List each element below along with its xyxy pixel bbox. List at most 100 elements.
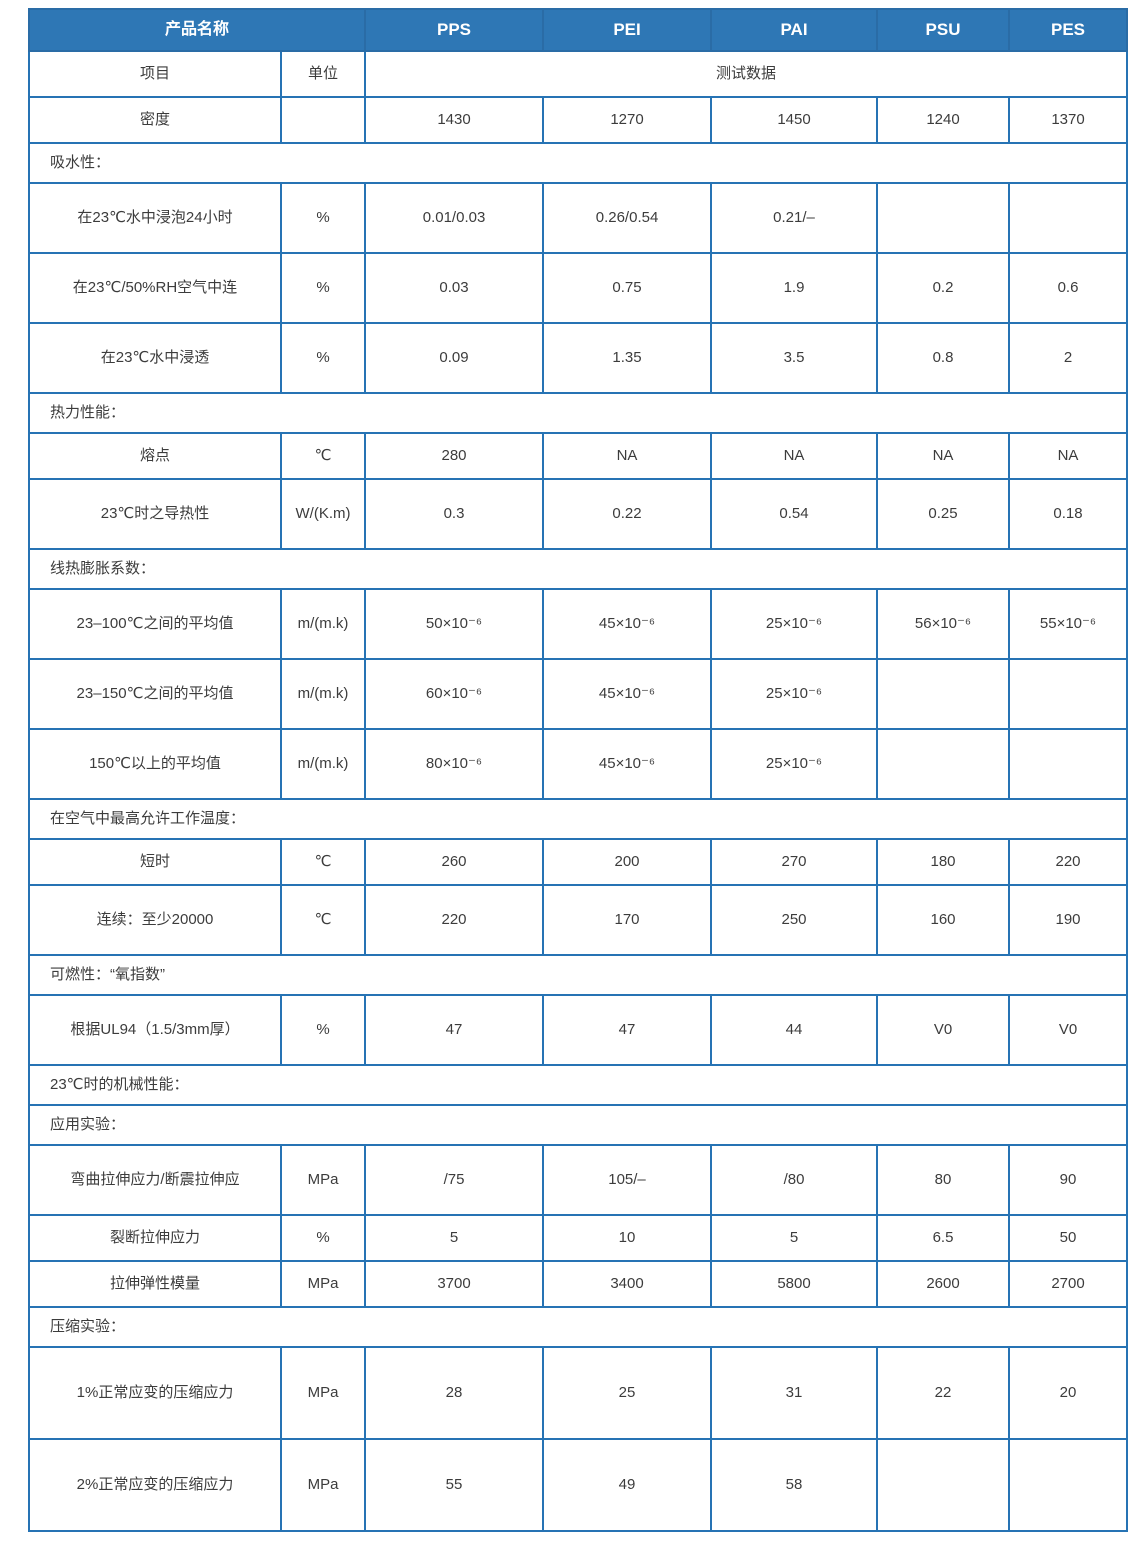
table-row: 23–100℃之间的平均值 m/(m.k) 50×10⁻⁶ 45×10⁻⁶ 25…	[28, 588, 1129, 660]
row-label: 裂断拉伸应力	[28, 1214, 282, 1262]
section-label-application-test: 应用实验：	[27, 1104, 1129, 1146]
cell-pei: 3400	[542, 1260, 713, 1308]
cell-pps: 260	[364, 838, 545, 886]
cell-pes: 2	[1008, 322, 1129, 394]
cell-pps: 1430	[364, 96, 545, 144]
cell-pps: 47	[364, 994, 545, 1066]
subheader-item: 项目	[28, 50, 282, 98]
table-row: 在23℃水中浸透 % 0.09 1.35 3.5 0.8 2	[28, 322, 1129, 394]
row-unit: %	[279, 1214, 367, 1262]
row-label: 根据UL94（1.5/3mm厚）	[28, 994, 282, 1066]
cell-pes	[1008, 658, 1129, 730]
cell-pai: NA	[710, 432, 879, 480]
section-header-row: 应用实验：	[27, 1104, 1129, 1146]
section-header-row: 可燃性：“氧指数”	[27, 954, 1129, 996]
cell-pps: 0.09	[364, 322, 545, 394]
cell-pes: 55×10⁻⁶	[1008, 588, 1129, 660]
cell-pai: 250	[710, 884, 879, 956]
cell-pes: 190	[1008, 884, 1129, 956]
cell-pei: 0.75	[542, 252, 713, 324]
row-unit: ℃	[279, 838, 367, 886]
cell-pai: 5	[710, 1214, 879, 1262]
cell-pes: 1370	[1008, 96, 1129, 144]
table-row: 拉伸弹性模量 MPa 3700 3400 5800 2600 2700	[28, 1260, 1129, 1308]
row-unit: %	[279, 182, 367, 254]
row-label: 23–100℃之间的平均值	[28, 588, 282, 660]
cell-pps: /75	[364, 1144, 545, 1216]
row-unit: MPa	[279, 1346, 367, 1440]
header-pes: PES	[1008, 8, 1129, 52]
row-unit: W/(K.m)	[279, 478, 367, 550]
cell-pei: 10	[542, 1214, 713, 1262]
cell-psu: 180	[876, 838, 1011, 886]
row-label: 连续：至少20000	[28, 884, 282, 956]
section-header-row: 压缩实验：	[27, 1306, 1129, 1348]
section-header-row: 线热膨胀系数：	[27, 548, 1129, 590]
cell-psu: 80	[876, 1144, 1011, 1216]
cell-pei: 1270	[542, 96, 713, 144]
cell-pps: 5	[364, 1214, 545, 1262]
cell-psu: 0.2	[876, 252, 1011, 324]
table-row: 连续：至少20000 ℃ 220 170 250 160 190	[28, 884, 1129, 956]
cell-pai: 0.54	[710, 478, 879, 550]
cell-pes: 220	[1008, 838, 1129, 886]
row-label: 密度	[28, 96, 282, 144]
row-unit: m/(m.k)	[279, 658, 367, 730]
cell-psu: 0.25	[876, 478, 1011, 550]
row-label: 短时	[28, 838, 282, 886]
cell-pai: 1450	[710, 96, 879, 144]
cell-pps: 0.03	[364, 252, 545, 324]
row-label: 150℃以上的平均值	[28, 728, 282, 800]
section-header-row: 23℃时的机械性能：	[27, 1064, 1129, 1106]
cell-pai: 44	[710, 994, 879, 1066]
row-unit: %	[279, 994, 367, 1066]
cell-psu	[876, 182, 1011, 254]
header-pps: PPS	[364, 8, 545, 52]
section-label-thermal-expansion: 线热膨胀系数：	[27, 548, 1129, 590]
cell-pps: 28	[364, 1346, 545, 1440]
cell-pai: 3.5	[710, 322, 879, 394]
cell-pei: 200	[542, 838, 713, 886]
table-row: 150℃以上的平均值 m/(m.k) 80×10⁻⁶ 45×10⁻⁶ 25×10…	[28, 728, 1129, 800]
row-unit: %	[279, 322, 367, 394]
cell-pai: 25×10⁻⁶	[710, 728, 879, 800]
cell-psu: 1240	[876, 96, 1011, 144]
cell-psu: 0.8	[876, 322, 1011, 394]
cell-psu: NA	[876, 432, 1011, 480]
cell-pei: 105/–	[542, 1144, 713, 1216]
cell-psu: 2600	[876, 1260, 1011, 1308]
cell-pes: 20	[1008, 1346, 1129, 1440]
cell-pes: 0.6	[1008, 252, 1129, 324]
header-pei: PEI	[542, 8, 713, 52]
cell-pes: 90	[1008, 1144, 1129, 1216]
cell-pei: NA	[542, 432, 713, 480]
cell-pps: 220	[364, 884, 545, 956]
cell-pes: 50	[1008, 1214, 1129, 1262]
cell-pps: 0.01/0.03	[364, 182, 545, 254]
subheader-unit: 单位	[279, 50, 367, 98]
section-header-row: 在空气中最高允许工作温度：	[27, 798, 1129, 840]
row-label: 在23℃水中浸透	[28, 322, 282, 394]
table-row: 2%正常应变的压缩应力 MPa 55 49 58	[28, 1438, 1129, 1532]
section-label-max-working-temperature: 在空气中最高允许工作温度：	[27, 798, 1129, 840]
cell-pai: 270	[710, 838, 879, 886]
material-properties-table: 产品名称 PPS PEI PAI PSU PES 项目 单位 测试数据 密度 1…	[27, 8, 1129, 1532]
cell-psu	[876, 658, 1011, 730]
cell-pps: 55	[364, 1438, 545, 1532]
row-unit: m/(m.k)	[279, 588, 367, 660]
table-row: 短时 ℃ 260 200 270 180 220	[28, 838, 1129, 886]
subheader-test-data: 测试数据	[364, 50, 1129, 98]
row-label: 2%正常应变的压缩应力	[28, 1438, 282, 1532]
cell-pps: 60×10⁻⁶	[364, 658, 545, 730]
row-label: 弯曲拉伸应力/断震拉伸应	[28, 1144, 282, 1216]
row-label: 1%正常应变的压缩应力	[28, 1346, 282, 1440]
table-row: 裂断拉伸应力 % 5 10 5 6.5 50	[28, 1214, 1129, 1262]
row-unit: ℃	[279, 432, 367, 480]
cell-pai: 0.21/–	[710, 182, 879, 254]
header-product-name: 产品名称	[27, 8, 367, 52]
cell-psu	[876, 1438, 1011, 1532]
row-unit: %	[279, 252, 367, 324]
cell-pei: 25	[542, 1346, 713, 1440]
cell-pes	[1008, 728, 1129, 800]
row-unit: MPa	[279, 1260, 367, 1308]
